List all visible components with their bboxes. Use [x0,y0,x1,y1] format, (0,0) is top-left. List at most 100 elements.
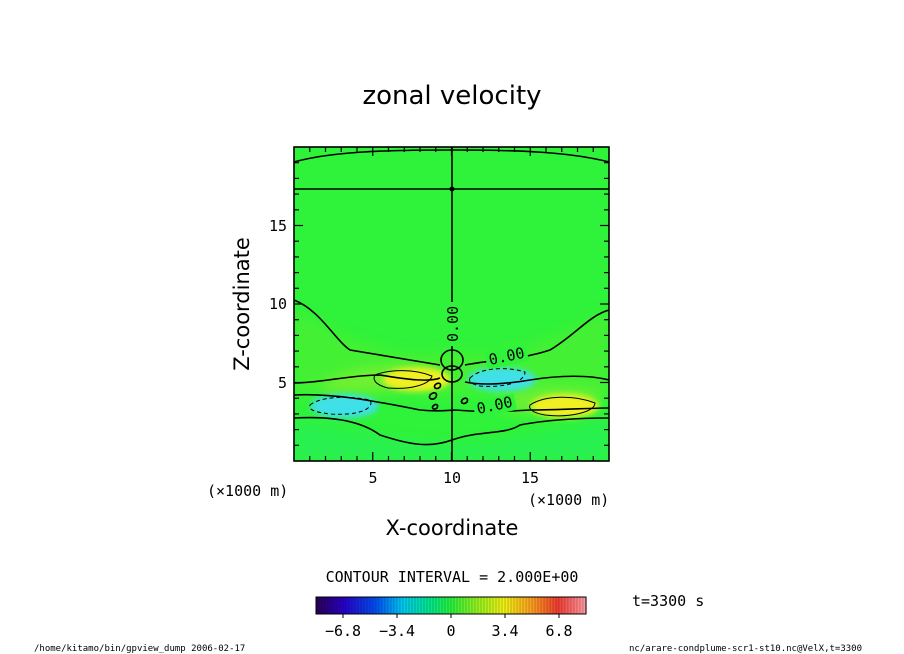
colorbar-tick-label-2: 0 [446,622,455,640]
colorbar-cell-44 [448,597,452,614]
colorbar-cell-52 [472,597,476,614]
colorbar-cell-58 [490,597,494,614]
colorbar-cell-23 [385,597,389,614]
colorbar-cell-0 [316,597,320,614]
colorbar-cell-87 [577,597,581,614]
colorbar-cell-35 [421,597,425,614]
colorbar-cell-65 [511,597,515,614]
colorbar-cell-28 [400,597,404,614]
colorbar-cell-49 [463,597,467,614]
colorbar-cell-7 [337,597,341,614]
colorbar-cell-38 [430,597,434,614]
colorbar-cell-34 [418,597,422,614]
colorbar-cell-67 [517,597,521,614]
y-axis-title: Z-coordinate [230,237,254,371]
colorbar-cell-81 [559,597,563,614]
colorbar-cell-19 [373,597,377,614]
colorbar-cell-1 [319,597,323,614]
feature-blob-2 [467,367,536,392]
colorbar [316,597,587,614]
colorbar-cell-72 [532,597,536,614]
colorbar-cell-2 [322,597,326,614]
colorbar-cell-20 [376,597,380,614]
colorbar-cell-39 [433,597,437,614]
contour-label-bg-3 [472,393,517,419]
x-unit-label: (×1000 m) [528,491,609,509]
colorbar-cell-59 [493,597,497,614]
colorbar-cell-46 [454,597,458,614]
colorbar-cell-76 [544,597,548,614]
plot-area: 0.00 0.00 0.00 [294,147,609,461]
colorbar-cell-14 [358,597,362,614]
colorbar-cell-73 [535,597,539,614]
colorbar-cell-33 [415,597,419,614]
contour-small-loop [428,382,469,410]
colorbar-cell-63 [505,597,509,614]
colorbar-cell-41 [439,597,443,614]
colorbar-cell-70 [526,597,530,614]
colorbar-cell-9 [343,597,347,614]
colorbar-cell-53 [475,597,479,614]
colorbar-cell-78 [550,597,554,614]
contour-interval-text: CONTOUR INTERVAL = 2.000E+00 [326,568,579,586]
x-tick-label-5: 5 [368,469,377,487]
colorbar-cell-55 [481,597,485,614]
colorbar-cell-84 [568,597,572,614]
colorbar-cell-88 [580,597,584,614]
reference-dot [449,186,455,192]
y-tick-label-15: 15 [269,217,287,235]
y-unit-label: (×1000 m) [207,482,288,500]
thin-contour-right [529,396,596,417]
colorbar-cell-61 [499,597,503,614]
colorbar-cell-83 [565,597,569,614]
colorbar-cell-74 [538,597,542,614]
colorbar-cell-26 [394,597,398,614]
x-tick-label-10: 10 [443,469,461,487]
colorbar-cell-37 [427,597,431,614]
colorbar-cell-54 [478,597,482,614]
contour-label-1: 0.00 [444,306,462,342]
colorbar-tick-label-1: −3.4 [379,622,415,640]
colorbar-cell-71 [529,597,533,614]
colorbar-cell-4 [328,597,332,614]
colorbar-cell-45 [451,597,455,614]
colorbar-cell-48 [460,597,464,614]
colorbar-tick-label-4: 6.8 [545,622,572,640]
colorbar-cell-21 [379,597,383,614]
colorbar-cell-82 [562,597,566,614]
dash-contour-left [309,396,372,415]
colorbar-cell-13 [355,597,359,614]
colorbar-cell-51 [469,597,473,614]
colorbar-cell-75 [541,597,545,614]
colorbar-cell-50 [466,597,470,614]
colorbar-cell-32 [412,597,416,614]
colorbar-cell-80 [556,597,560,614]
colorbar-cell-10 [346,597,350,614]
colorbar-cell-60 [496,597,500,614]
colorbar-cell-27 [397,597,401,614]
colorbar-cell-30 [406,597,410,614]
chart-title: zonal velocity [362,81,541,111]
x-axis-title: X-coordinate [386,516,519,540]
colorbar-ticks: −6.8 −3.4 0 3.4 6.8 [325,614,573,640]
colorbar-cell-43 [445,597,449,614]
contour-lower-mid [294,393,609,413]
colorbar-cell-79 [553,597,557,614]
colorbar-cell-85 [571,597,575,614]
colorbar-cell-56 [484,597,488,614]
colorbar-cell-89 [583,597,587,614]
colorbar-cell-22 [382,597,386,614]
contour-label-bg-1 [445,302,462,346]
colorbar-cell-86 [574,597,578,614]
colorbar-cell-62 [502,597,506,614]
x-tick-label-15: 15 [521,469,539,487]
thin-contour-left [373,370,433,389]
colorbar-tick-label-3: 3.4 [491,622,518,640]
colorbar-cell-69 [523,597,527,614]
colorbar-cell-18 [370,597,374,614]
negative-contours [309,368,526,415]
contour-mid [294,374,609,385]
lower-band [294,420,609,461]
colorbar-cell-64 [508,597,512,614]
colorbar-cell-5 [331,597,335,614]
